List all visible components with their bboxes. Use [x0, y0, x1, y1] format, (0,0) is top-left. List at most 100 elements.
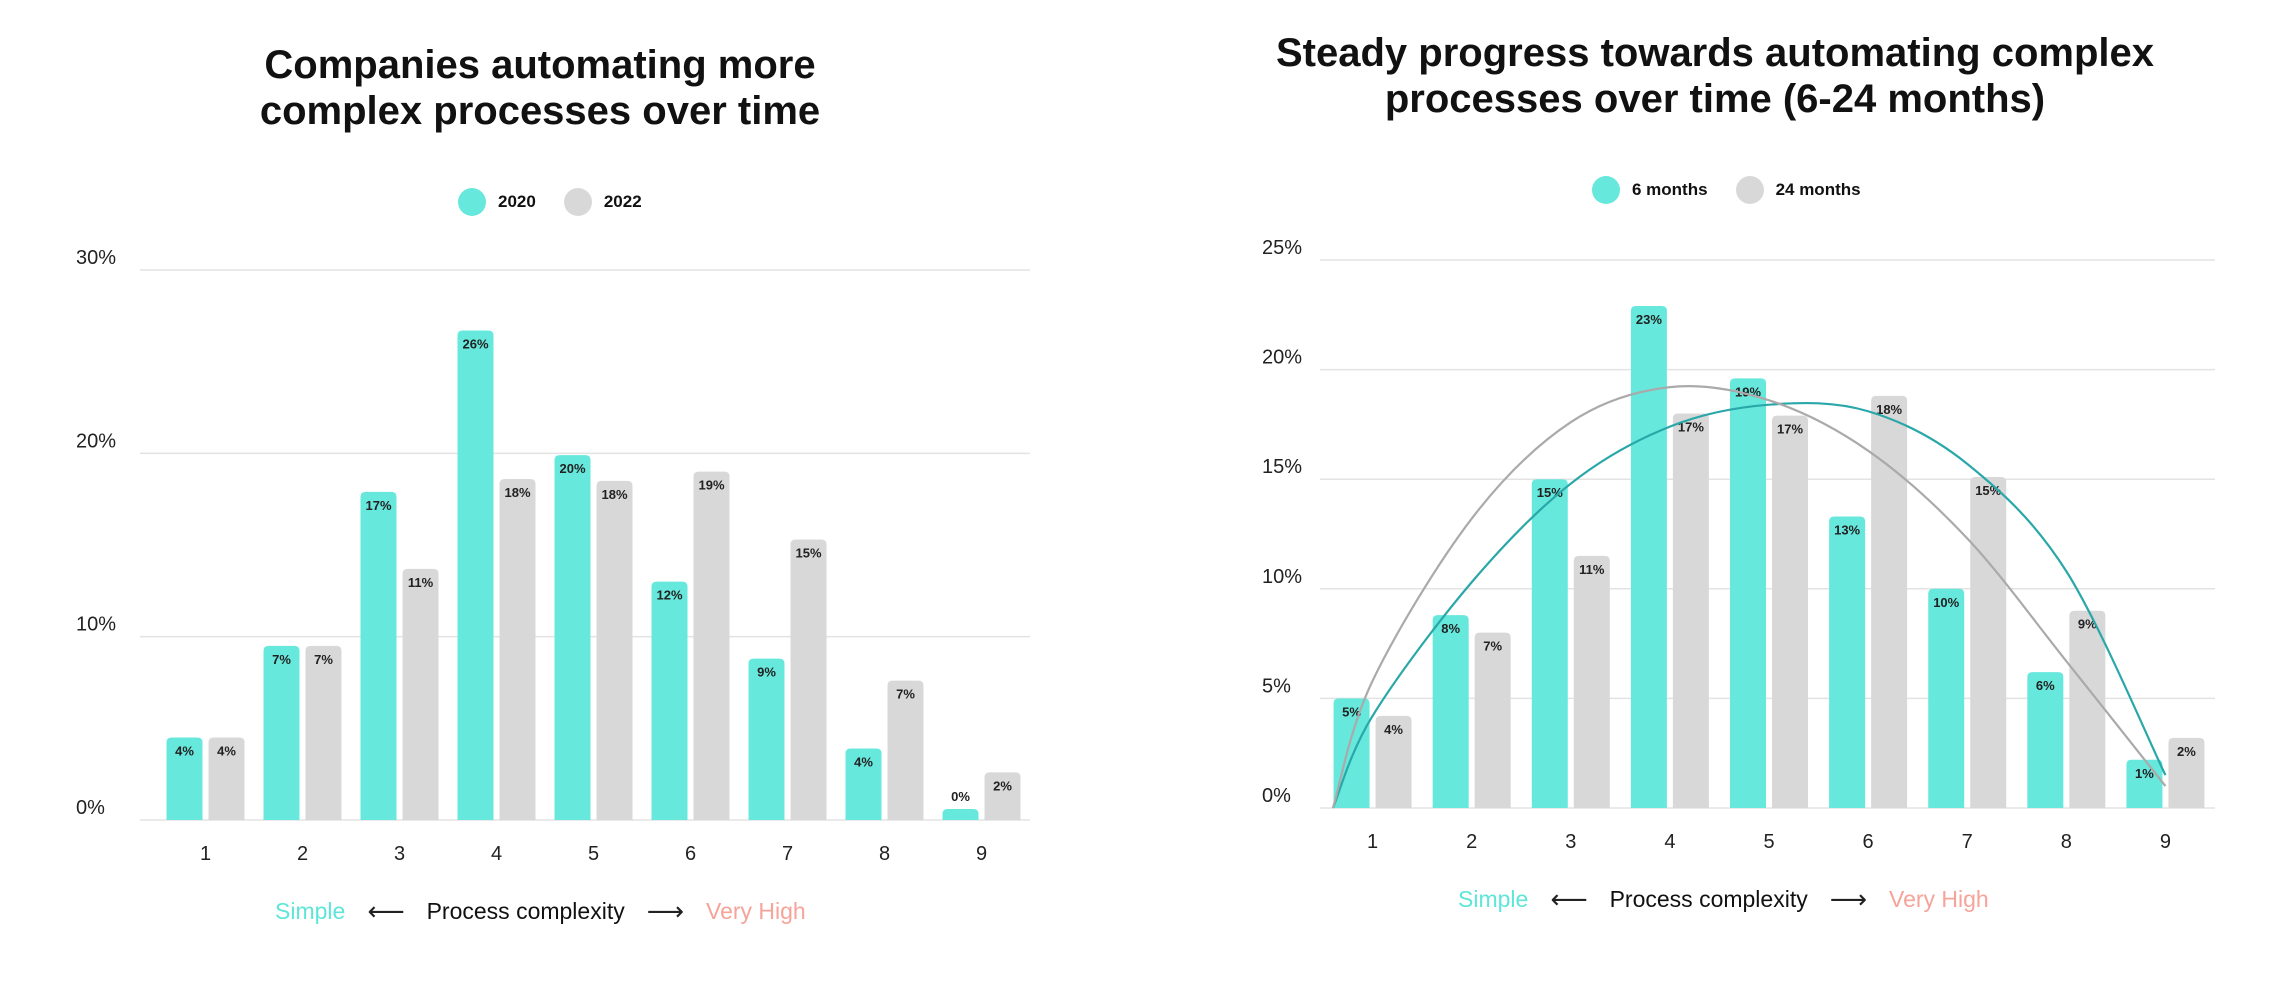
- left-bar-b: [693, 471, 730, 820]
- right-data-label: 17%: [1678, 419, 1704, 434]
- right-data-label: 17%: [1777, 422, 1803, 437]
- right-bar-a: [1531, 479, 1568, 808]
- right-bar-b: [1672, 413, 1709, 808]
- left-y-tick-label: 20%: [76, 430, 116, 452]
- left-bar-a: [748, 658, 785, 820]
- right-bar-b: [1871, 395, 1908, 808]
- right-x-tick-label: 3: [1565, 831, 1576, 853]
- right-bar-b: [1375, 715, 1412, 808]
- right-y-tick-label: 25%: [1262, 237, 1302, 259]
- left-data-label: 4%: [217, 744, 236, 759]
- legend-label-2022: 2022: [603, 192, 642, 211]
- left-bar-b: [984, 772, 1021, 820]
- left-x-tick-label: 8: [879, 843, 890, 865]
- right-bar-b: [1474, 632, 1511, 808]
- right-y-tick-label: 5%: [1262, 675, 1291, 697]
- left-x-tick-label: 2: [297, 843, 308, 865]
- arrow-right-icon: ⟶: [646, 896, 684, 926]
- right-bar-b: [1970, 477, 2007, 808]
- right-data-label: 10%: [1933, 595, 1959, 610]
- right-chart-legend: 6 months 24 months: [1592, 176, 1861, 204]
- left-bar-b: [596, 480, 633, 820]
- right-x-tick-label: 2: [1466, 831, 1477, 853]
- left-x-tick-label: 3: [394, 843, 405, 865]
- left-data-label: 0%: [951, 789, 970, 804]
- left-data-label: 7%: [314, 652, 333, 667]
- right-bar-b: [2168, 737, 2205, 808]
- left-bar-b: [402, 568, 439, 820]
- right-x-tick-label: 5: [1763, 831, 1774, 853]
- left-bar-a: [554, 455, 591, 820]
- left-x-tick-label: 4: [491, 843, 502, 865]
- left-x-tick-label: 9: [976, 843, 987, 865]
- left-data-label: 7%: [272, 652, 291, 667]
- right-data-label: 4%: [1384, 722, 1403, 737]
- right-data-label: 2%: [2177, 744, 2196, 759]
- left-x-tick-label: 1: [200, 843, 211, 865]
- right-data-label: 18%: [1876, 402, 1902, 417]
- left-data-label: 4%: [175, 744, 194, 759]
- right-x-tick-label: 4: [1664, 831, 1675, 853]
- arrow-left-icon: ⟵: [367, 896, 405, 926]
- right-y-tick-label: 10%: [1262, 566, 1302, 588]
- right-data-label: 11%: [1579, 562, 1605, 577]
- right-data-label: 7%: [1483, 639, 1502, 654]
- left-bar-b: [208, 737, 245, 820]
- left-bar-a: [651, 581, 688, 820]
- legend-label-2020: 2020: [498, 192, 536, 211]
- right-data-label: 23%: [1636, 312, 1662, 327]
- right-chart-title-line2: processes over time (6-24 months): [1384, 77, 2046, 121]
- left-bar-b: [790, 539, 827, 820]
- left-data-label: 19%: [698, 478, 724, 493]
- left-chart-title-line1: Companies automating more: [264, 43, 816, 87]
- right-bar-b: [1772, 415, 1808, 808]
- legend-label-6-months: 6 months: [1632, 180, 1708, 199]
- left-bar-a: [845, 748, 882, 820]
- right-y-tick-label: 15%: [1262, 456, 1302, 478]
- right-bar-a: [2027, 672, 2064, 808]
- left-chart-legend: 2020 2022: [458, 188, 642, 216]
- caption-very-high: Very High: [706, 898, 806, 924]
- left-bar-a: [166, 737, 203, 820]
- left-bar-b: [499, 479, 536, 820]
- left-data-label: 18%: [504, 485, 530, 500]
- left-data-label: 20%: [559, 461, 585, 476]
- right-x-tick-label: 1: [1367, 831, 1378, 853]
- left-chart-panel: Companies automating more complex proces…: [76, 43, 1030, 927]
- left-x-tick-label: 5: [588, 843, 599, 865]
- right-trend-curve-b: [1331, 384, 2167, 809]
- left-y-tick-label: 0%: [76, 797, 105, 819]
- right-bar-b: [2069, 610, 2106, 808]
- right-x-tick-label: 6: [1863, 831, 1874, 853]
- right-chart-title: Steady progress towards automating compl…: [1180, 30, 2250, 122]
- left-chart-title-line2: complex processes over time: [259, 89, 821, 133]
- right-chart-panel: Steady progress towards automating compl…: [1140, 0, 2280, 985]
- left-data-label: 4%: [854, 755, 873, 770]
- left-data-label: 17%: [365, 498, 391, 513]
- left-bar-chart: 0%10%20%30%4%7%17%26%20%12%9%4%0%4%7%11%…: [76, 247, 1030, 865]
- right-bar-b: [1573, 555, 1610, 808]
- caption-simple: Simple: [1458, 886, 1529, 912]
- legend-swatch-2022: [563, 188, 592, 216]
- legend-item-2020: 2020: [458, 188, 536, 216]
- right-trend-curve-a: [1331, 401, 2167, 809]
- legend-item-2022: 2022: [563, 188, 642, 216]
- left-x-caption: Simple ⟵ Process complexity ⟶ Very High: [275, 896, 806, 927]
- right-bar-a: [1432, 615, 1469, 808]
- right-bar-chart: 0%5%10%15%20%25%5%8%15%23%19%13%10%6%1%4…: [1262, 237, 2215, 853]
- left-data-label: 7%: [896, 687, 915, 702]
- left-bar-a: [360, 491, 397, 820]
- left-bar-a: [263, 645, 300, 820]
- caption-process-complexity: Process complexity: [426, 898, 625, 924]
- right-chart-title-line1: Steady progress towards automating compl…: [1276, 31, 2154, 75]
- legend-item-6-months: 6 months: [1592, 176, 1708, 204]
- right-data-label: 8%: [1441, 621, 1460, 636]
- left-bar-b: [305, 645, 342, 820]
- legend-label-24-months: 24 months: [1775, 180, 1861, 199]
- right-data-label: 5%: [1342, 704, 1361, 719]
- caption-process-complexity: Process complexity: [1609, 886, 1808, 912]
- right-data-label: 6%: [2036, 678, 2055, 693]
- left-data-label: 9%: [757, 665, 776, 680]
- right-data-label: 1%: [2135, 766, 2154, 781]
- right-bar-a: [1730, 378, 1766, 808]
